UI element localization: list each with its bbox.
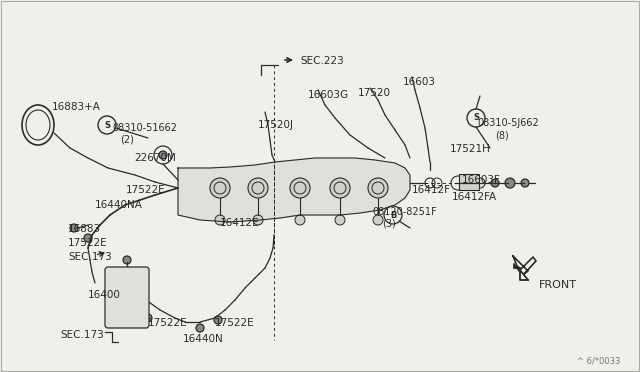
- Text: 17522E: 17522E: [148, 318, 188, 328]
- Circle shape: [210, 178, 230, 198]
- Circle shape: [295, 215, 305, 225]
- Text: S: S: [473, 113, 479, 122]
- Text: 17522E: 17522E: [126, 185, 166, 195]
- Circle shape: [335, 215, 345, 225]
- Text: 16400: 16400: [88, 290, 121, 300]
- Text: 16440N: 16440N: [183, 334, 224, 344]
- Circle shape: [373, 215, 383, 225]
- Circle shape: [196, 324, 204, 332]
- Circle shape: [253, 215, 263, 225]
- Text: 16412F: 16412F: [412, 185, 451, 195]
- Text: (8): (8): [495, 130, 509, 140]
- Circle shape: [70, 224, 78, 232]
- Text: 16603G: 16603G: [308, 90, 349, 100]
- FancyBboxPatch shape: [105, 267, 149, 328]
- Text: 17522E: 17522E: [68, 238, 108, 248]
- Text: 16883: 16883: [68, 224, 101, 234]
- Text: (3): (3): [382, 219, 396, 229]
- Text: 08120-8251F: 08120-8251F: [372, 207, 436, 217]
- Circle shape: [505, 178, 515, 188]
- Text: 17520J: 17520J: [258, 120, 294, 130]
- Text: 16412E: 16412E: [220, 218, 260, 228]
- Text: 16603: 16603: [403, 77, 436, 87]
- Text: S: S: [104, 121, 110, 129]
- Circle shape: [521, 179, 529, 187]
- Text: 16603F: 16603F: [462, 175, 501, 185]
- Text: SEC.173: SEC.173: [68, 252, 112, 262]
- Circle shape: [368, 178, 388, 198]
- Text: 08310-51662: 08310-51662: [112, 123, 177, 133]
- Circle shape: [144, 314, 152, 322]
- Circle shape: [215, 215, 225, 225]
- Text: B: B: [390, 211, 396, 219]
- Text: 08310-5J662: 08310-5J662: [477, 118, 539, 128]
- Text: 17521H: 17521H: [450, 144, 491, 154]
- Text: FRONT: FRONT: [539, 280, 577, 290]
- Text: ^ 6/*0033: ^ 6/*0033: [577, 356, 620, 365]
- Circle shape: [84, 234, 92, 242]
- Text: (2): (2): [120, 135, 134, 145]
- FancyBboxPatch shape: [459, 174, 479, 190]
- Text: 16440NA: 16440NA: [95, 200, 143, 210]
- Polygon shape: [514, 264, 528, 280]
- Circle shape: [123, 256, 131, 264]
- Circle shape: [159, 151, 167, 159]
- Polygon shape: [178, 158, 410, 222]
- Circle shape: [290, 178, 310, 198]
- Circle shape: [248, 178, 268, 198]
- Text: 22670M: 22670M: [134, 153, 176, 163]
- Text: 17522E: 17522E: [215, 318, 255, 328]
- Circle shape: [491, 179, 499, 187]
- Text: 16412FA: 16412FA: [452, 192, 497, 202]
- Text: SEC.173: SEC.173: [60, 330, 104, 340]
- Circle shape: [214, 316, 222, 324]
- Text: 17520: 17520: [358, 88, 391, 98]
- Circle shape: [330, 178, 350, 198]
- Text: SEC.223: SEC.223: [300, 56, 344, 66]
- Polygon shape: [513, 256, 536, 274]
- Text: 16883+A: 16883+A: [52, 102, 101, 112]
